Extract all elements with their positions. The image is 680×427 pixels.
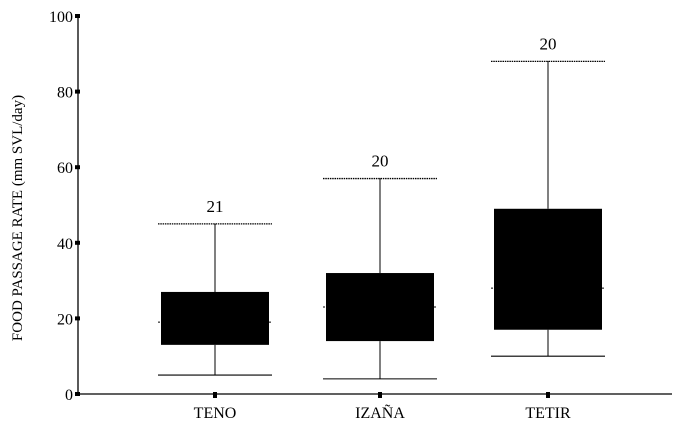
x-axis-categories: TENO IZAÑA TETIR: [194, 392, 571, 422]
box-group: 20: [323, 152, 437, 380]
x-tick-mark: [378, 392, 382, 398]
y-tick-mark: [75, 392, 80, 396]
x-tick-mark: [546, 392, 550, 398]
y-axis-title: FOOD PASSAGE RATE (mm SVL/day): [10, 95, 26, 341]
y-tick-mark: [75, 240, 80, 245]
axes: [77, 16, 672, 395]
y-tick-mark: [75, 14, 80, 18]
box-iqr: [161, 291, 269, 345]
y-axis-ticks: 0 20 40 60 80 100: [49, 9, 80, 404]
sample-size-label: 20: [540, 34, 557, 53]
y-tick-label: 80: [57, 85, 73, 102]
y-tick-label: 100: [49, 9, 73, 26]
sample-size-label: 20: [372, 152, 389, 171]
y-tick-label: 40: [57, 236, 73, 253]
box-group: 20: [491, 34, 605, 357]
y-tick-mark: [75, 316, 80, 321]
y-tick-mark: [75, 89, 80, 94]
y-tick-label: 60: [57, 160, 73, 177]
y-tick-label: 0: [65, 387, 73, 404]
x-category-label: TETIR: [525, 405, 571, 422]
x-category-label: IZAÑA: [355, 404, 405, 422]
sample-size-label: 21: [207, 197, 224, 216]
box-group: 21: [158, 197, 272, 376]
box-iqr: [494, 208, 602, 330]
x-tick-mark: [213, 392, 217, 398]
y-tick-label: 20: [57, 311, 73, 328]
x-category-label: TENO: [194, 405, 237, 422]
boxes: 21 20 20: [158, 34, 605, 380]
y-tick-mark: [75, 165, 80, 170]
